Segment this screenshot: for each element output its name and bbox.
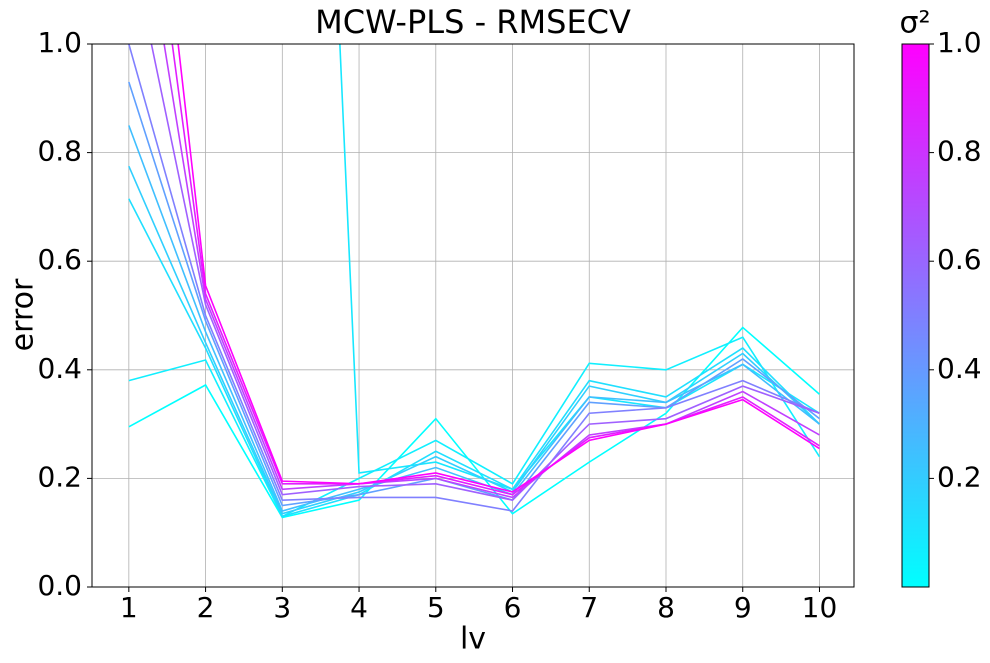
series-line (128, 198, 821, 518)
plot-frame (91, 43, 855, 588)
chart-title: MCW-PLS - RMSECV (315, 3, 631, 41)
series-line (163, 44, 820, 499)
y-tick-label: 0.2 (37, 460, 82, 493)
x-tick-label: 2 (197, 591, 215, 624)
series-line (128, 44, 820, 512)
y-axis-label: error (6, 278, 41, 351)
x-axis-label: lv (460, 622, 486, 657)
colorbar-tick-label: 0.6 (937, 243, 982, 276)
series-line (128, 81, 820, 507)
x-tick-label: 6 (504, 591, 522, 624)
y-tick-label: 0.6 (37, 243, 82, 276)
x-tick-label: 7 (580, 591, 598, 624)
colorbar (901, 43, 930, 588)
lines (128, 44, 821, 519)
x-tick-label: 1 (120, 591, 138, 624)
y-tick-label: 1.0 (37, 26, 82, 59)
y-tick-label: 0.8 (37, 135, 82, 168)
x-tick-label: 9 (734, 591, 752, 624)
colorbar-tick-label: 0.4 (937, 352, 982, 385)
colorbar-tick-label: 0.2 (937, 460, 982, 493)
x-tick-label: 5 (427, 591, 445, 624)
x-tick-label: 8 (657, 591, 675, 624)
y-tick-label: 0.0 (37, 569, 82, 602)
colorbar-label: σ² (899, 6, 930, 41)
series-line (128, 326, 820, 519)
series-line (177, 44, 820, 493)
colorbar-tick-label: 0.8 (937, 135, 982, 168)
x-tick-label: 4 (350, 591, 368, 624)
series-line (171, 44, 820, 496)
series-line (128, 165, 821, 515)
series-line (128, 125, 820, 512)
x-tick-label: 10 (802, 591, 838, 624)
colorbar-tick-label: 1.0 (937, 26, 982, 59)
series-line (339, 44, 820, 491)
series-line (128, 336, 821, 518)
x-tick-label: 3 (273, 591, 291, 624)
series-line (150, 44, 820, 501)
y-tick-label: 0.4 (37, 352, 82, 385)
